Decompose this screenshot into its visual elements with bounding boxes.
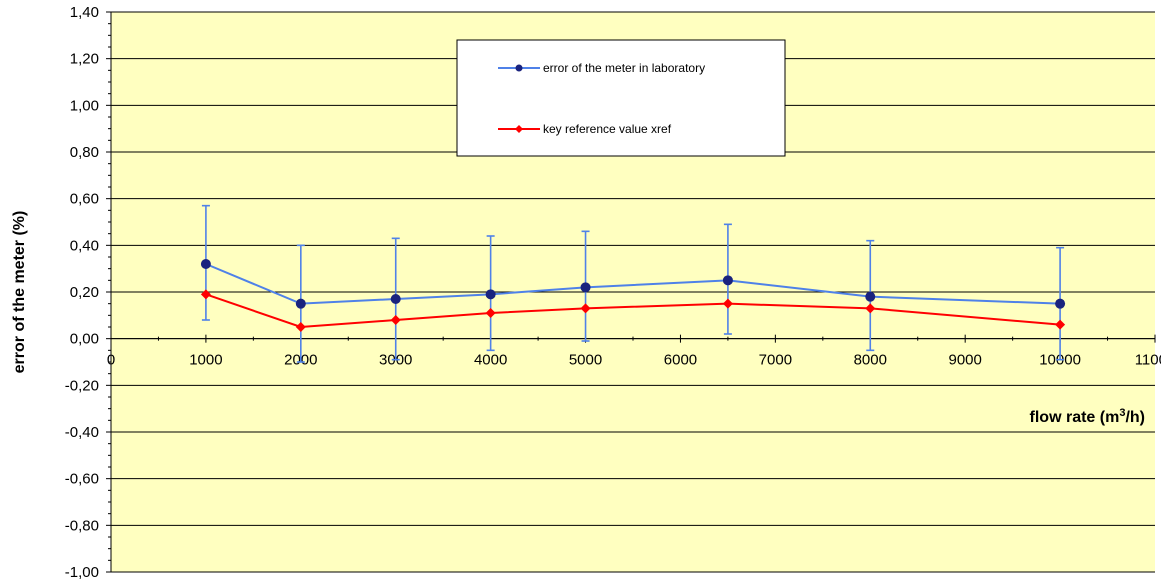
x-axis-title-main: flow rate (m [1030,409,1120,426]
data-point [580,282,591,293]
data-point [485,289,496,300]
legend-marker [515,125,523,133]
y-tick-label: 1,40 [70,4,99,21]
y-tick-label: 0,40 [70,237,99,254]
data-point [580,303,591,314]
legend-item-2: key reference value xref [498,122,672,136]
data-point [295,298,306,309]
data-point [390,294,401,304]
x-tick-label: 8000 [854,352,887,369]
x-axis-title-superscript: 3 [1119,407,1125,419]
legend-item-1: error of the meter in laboratory [498,61,705,75]
x-tick-label: 4000 [474,352,507,369]
series-line [205,293,1061,329]
x-tick-label: 11000 [1135,352,1161,369]
series-1 [200,204,1066,363]
x-tick-label: 7000 [759,352,792,369]
y-tick-label: -0,80 [65,517,99,534]
y-axis: -1,00 -0,80 -0,60 -0,40 -0,20 0,00 0,20 0,40 0,6… [65,4,112,580]
y-tick-label: 1,00 [70,97,99,114]
series-line [205,263,1061,305]
data-point [722,298,733,309]
x-tick-label: 6000 [664,352,697,369]
x-tick-label: 9000 [948,352,981,369]
x-tick-label: 0 [107,352,115,369]
y-tick-label: 0,00 [70,331,99,348]
data-point [722,275,733,286]
data-point [390,315,401,325]
y-tick-label: -1,00 [65,564,99,580]
y-tick-label: 0,60 [70,191,99,208]
x-axis-title-end: /h) [1125,409,1145,426]
y-tick-label: -0,20 [65,377,99,394]
data-point [1055,298,1066,309]
y-axis-title: error of the meter (%) [11,211,28,374]
legend-label: key reference value xref [543,122,672,136]
x-tick-label: 5000 [569,352,602,369]
y-tick-label: -0,60 [65,471,99,488]
legend: error of the meter in laboratory key refe… [456,39,786,157]
y-tick-label: 1,20 [70,51,99,68]
data-point [295,322,306,332]
data-point [485,308,496,318]
data-point [200,259,211,269]
legend-marker [515,64,523,72]
data-point [200,289,211,300]
y-tick-label: 0,80 [70,144,99,161]
y-tick-label: 0,20 [70,284,99,301]
data-point [865,303,876,314]
legend-box [456,39,786,157]
series-2 [200,289,1066,332]
y-tick-label: -0,40 [65,424,99,441]
x-axis-title: flow rate (m3/h) [1030,407,1145,426]
x-tick-label: 1000 [189,352,222,369]
legend-label: error of the meter in laboratory [543,61,705,75]
data-point [1055,319,1066,330]
data-point [865,291,876,302]
series-layer [200,204,1066,363]
